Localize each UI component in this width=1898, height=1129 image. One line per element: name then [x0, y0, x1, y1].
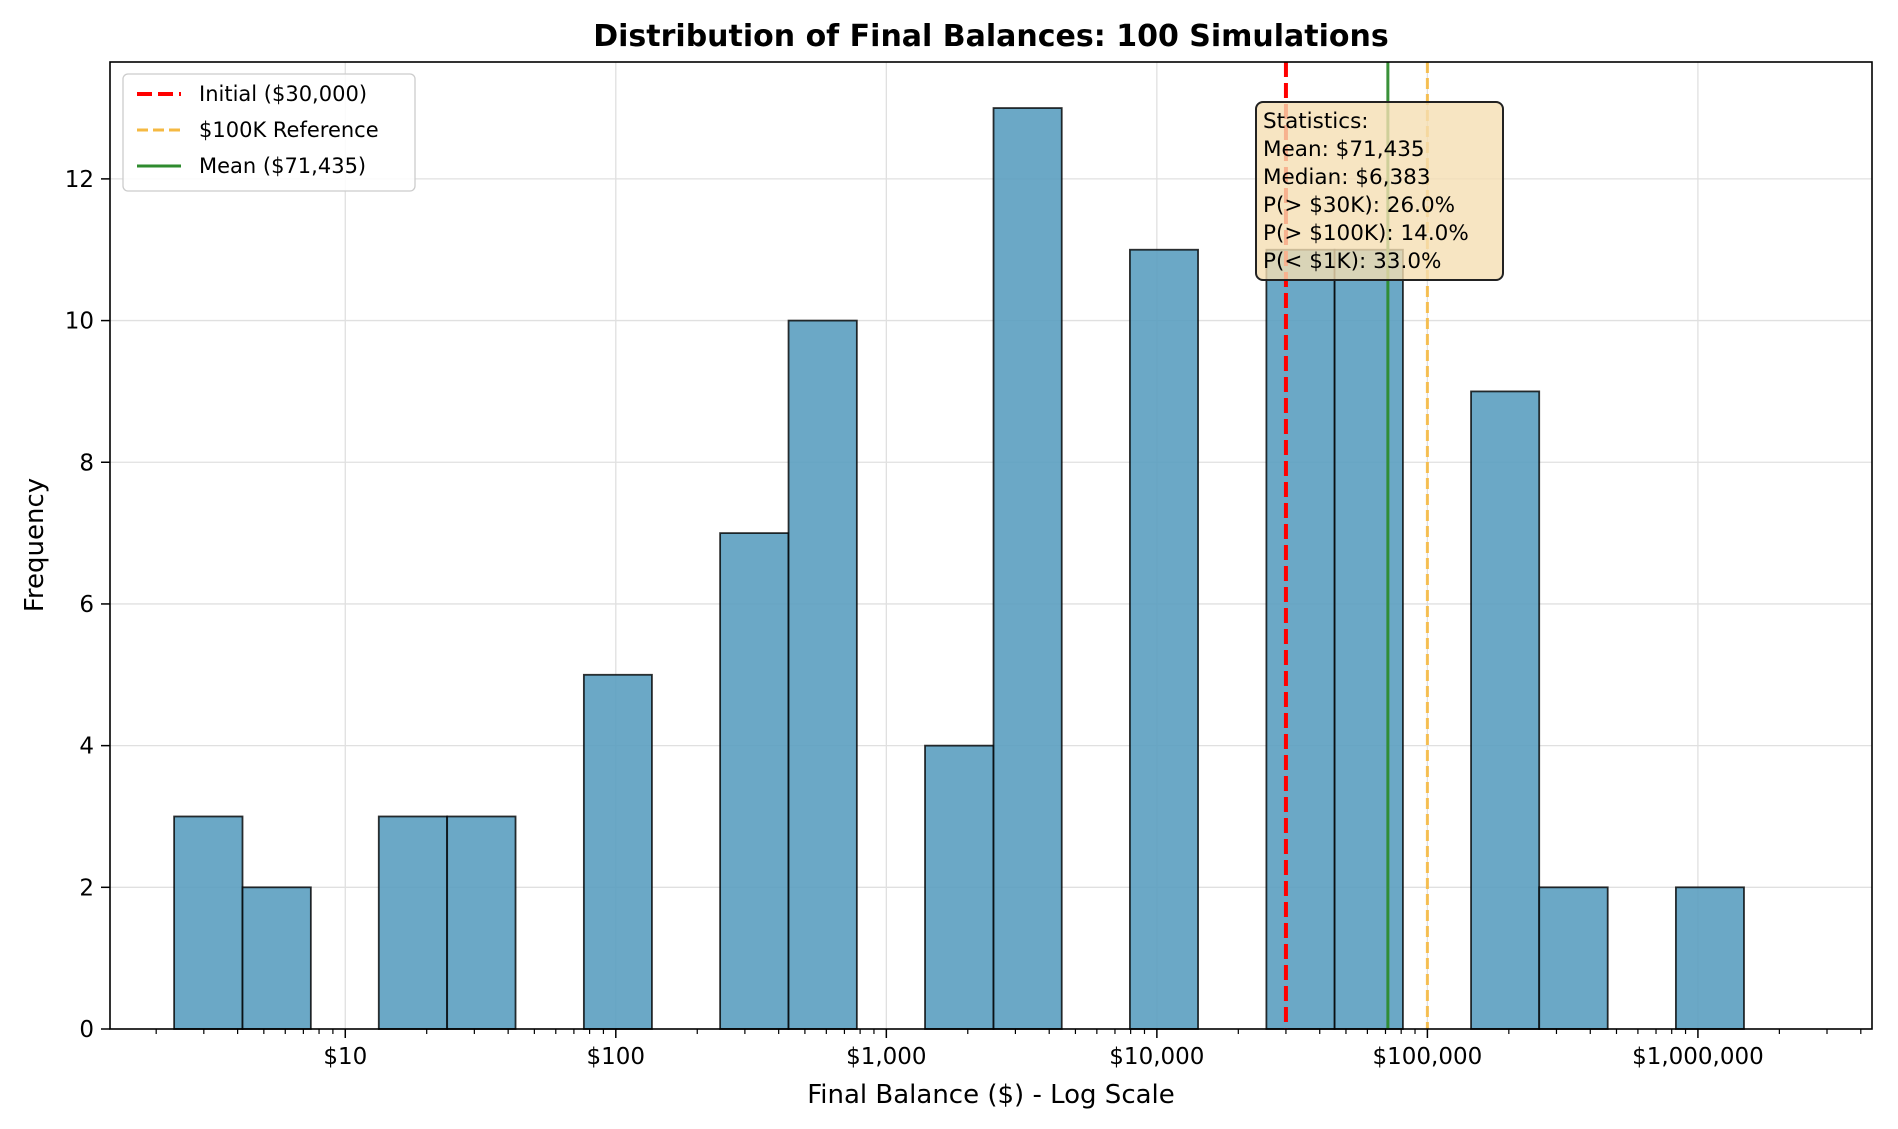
histogram-bar-10 — [1265, 248, 1336, 1030]
x-tick-label-4: $100,000 — [1373, 1044, 1483, 1070]
legend: Initial ($30,000) $100K Reference Mean ($7… — [122, 73, 416, 192]
y-tick-label-1: 2 — [79, 875, 94, 901]
legend-label-2: Mean ($71,435) — [199, 154, 366, 178]
histogram-bar-7 — [924, 744, 995, 1030]
y-tick-label-2: 4 — [79, 734, 94, 760]
histogram-bar-3 — [446, 815, 517, 1030]
plot-frame — [109, 61, 1873, 1030]
x-tick-label-1: $100 — [587, 1044, 646, 1070]
legend-box — [122, 73, 416, 192]
histogram-bar-14 — [1674, 886, 1745, 1030]
histogram-bar-5 — [719, 532, 790, 1030]
stats-line-5: P(< $1K): 33.0% — [1263, 249, 1441, 274]
stats-line-2: Median: $6,383 — [1263, 165, 1431, 190]
statistics-box: Statistics: Mean: $71,435 Median: $6,383 P(… — [1255, 101, 1504, 281]
chart-title: Distribution of Final Balances: 100 Simu… — [593, 19, 1389, 54]
x-axis-label: Final Balance ($) - Log Scale — [807, 1080, 1175, 1110]
histogram-bar-8 — [992, 107, 1063, 1030]
y-axis-label: Frequency — [20, 478, 50, 612]
stats-line-3: P(> $30K): 26.0% — [1263, 193, 1455, 218]
x-axis-ticks: $10 $100 $1,000 $10,000 $100,000 $1,000,000 — [155, 1029, 1862, 1070]
stats-box-background — [1255, 101, 1504, 281]
histogram-bar-4 — [582, 673, 653, 1030]
histogram-bar-6 — [787, 319, 858, 1030]
stats-line-0: Statistics: — [1263, 109, 1369, 134]
histogram-bar-11 — [1333, 248, 1404, 1030]
x-tick-label-2: $1,000 — [846, 1044, 926, 1070]
x-tick-label-0: $10 — [323, 1044, 367, 1070]
x-tick-label-5: $1,000,000 — [1632, 1044, 1764, 1070]
histogram-bar-9 — [1129, 248, 1199, 1030]
histogram-bar-12 — [1470, 390, 1541, 1030]
y-tick-label-4: 8 — [79, 450, 94, 476]
histogram-bar-13 — [1538, 886, 1609, 1030]
histogram-bars — [173, 107, 1745, 1030]
histogram-bar-0 — [173, 815, 244, 1030]
stats-line-4: P(> $100K): 14.0% — [1263, 221, 1469, 246]
y-tick-label-0: 0 — [79, 1017, 94, 1043]
legend-label-1: $100K Reference — [199, 118, 379, 142]
stats-line-1: Mean: $71,435 — [1263, 137, 1425, 162]
legend-label-0: Initial ($30,000) — [199, 82, 367, 106]
y-axis-ticks: 0 2 4 6 8 10 12 — [65, 167, 110, 1043]
y-tick-label-5: 10 — [65, 309, 94, 335]
y-tick-label-6: 12 — [65, 167, 94, 193]
histogram-bar-2 — [377, 815, 449, 1030]
y-tick-label-3: 6 — [79, 592, 94, 618]
x-tick-label-3: $10,000 — [1109, 1044, 1204, 1070]
histogram-bar-1 — [241, 886, 312, 1030]
